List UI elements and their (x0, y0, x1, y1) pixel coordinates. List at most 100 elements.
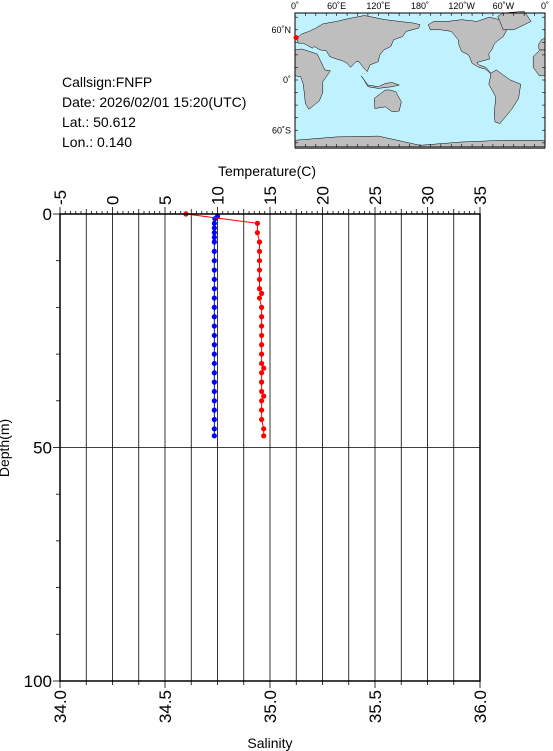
salinity-point (256, 258, 263, 264)
map-latitude-label: 0˚ (283, 75, 291, 85)
temperature-point (211, 433, 217, 439)
salinity-point (259, 370, 265, 376)
plot-frame (59, 213, 481, 682)
salinity-point (259, 342, 265, 348)
map-longitude-label: 120˚E (366, 1, 390, 11)
salinity-point (261, 393, 267, 399)
date-text: Date: 2026/02/01 15:20(UTC) (62, 94, 246, 110)
salinity-tick-label: 35.5 (366, 690, 385, 723)
plot-grid (60, 214, 480, 681)
landmass-greenland (497, 11, 532, 31)
temperature-point (211, 286, 217, 292)
temperature-point (211, 276, 217, 282)
salinity-axis-title: Salinity (247, 735, 292, 751)
temperature-point (211, 416, 217, 423)
temperature-point (211, 314, 217, 320)
landmass-north-america (427, 16, 508, 74)
station-info: Callsign:FNFP Date: 2026/02/01 15:20(UTC… (62, 74, 246, 150)
depth-tick-labels: 0 50 100 (24, 205, 52, 691)
temperature-point (211, 230, 217, 236)
temperature-tick-label: 30 (419, 186, 438, 205)
map-longitude-label: 60˚W (493, 1, 515, 11)
latitude-text: Lat.: 50.612 (62, 114, 136, 130)
world-map-inset: 0˚ 60˚E 120˚E 180˚ 120˚W 60˚W 0˚ 60˚N 0˚ 60˚S (271, 1, 549, 149)
salinity-point (259, 332, 265, 339)
salinity-tick-labels: 34.0 34.5 35.0 35.5 36.0 (51, 690, 490, 723)
series-layer (183, 211, 267, 439)
salinity-tick-label: 34.0 (51, 690, 70, 723)
depth-axis-title: Depth(m) (0, 419, 12, 477)
salinity-tick-label: 34.5 (156, 690, 175, 723)
salinity-point (259, 323, 265, 329)
salinity-point (259, 304, 265, 310)
temperature-tick-label: -5 (51, 190, 70, 205)
temperature-point (211, 248, 217, 254)
map-latitude-label: 60˚S (272, 125, 291, 135)
salinity-point (259, 416, 265, 423)
temperature-tick-label: 35 (471, 186, 490, 205)
depth-tick-label: 50 (33, 439, 52, 458)
temperature-point (211, 258, 217, 264)
temperature-tick-labels: -5 0 5 10 15 20 25 30 35 (51, 186, 490, 205)
temperature-point (211, 426, 217, 432)
salinity-point (259, 360, 265, 367)
salinity-point (256, 276, 263, 282)
salinity-point (259, 314, 265, 320)
salinity-point (256, 295, 263, 301)
depth-tick-label: 0 (43, 205, 52, 224)
map-longitude-label: 0˚ (291, 1, 299, 11)
temperature-point (211, 388, 217, 395)
temperature-tick-label: 25 (366, 186, 385, 205)
salinity-point (256, 286, 263, 292)
temperature-point (211, 351, 217, 357)
temperature-point (211, 360, 217, 367)
temperature-point (211, 225, 217, 231)
temperature-point (211, 342, 217, 348)
temperature-tick-label: 10 (209, 186, 228, 205)
map-longitude-label: 180˚ (411, 1, 429, 11)
landmass-eurasia (296, 15, 421, 73)
temperature-point (211, 323, 217, 329)
callsign-text: Callsign:FNFP (62, 74, 152, 90)
map-top-labels: 0˚ 60˚E 120˚E 180˚ 120˚W 60˚W 0˚ (291, 1, 549, 11)
temperature-point (211, 379, 217, 385)
temperature-point (211, 234, 217, 240)
map-ticks (294, 13, 546, 147)
temperature-tick-label: 5 (156, 196, 175, 205)
salinity-tick-label: 36.0 (471, 690, 490, 723)
temperature-point (211, 220, 217, 226)
salinity-point (261, 365, 267, 371)
temperature-tick-label: 15 (261, 186, 280, 205)
salinity-point (254, 220, 260, 226)
depth-tick-label: 100 (24, 672, 52, 691)
salinity-point (259, 407, 265, 413)
landmass-australia (373, 89, 402, 113)
temperature-point (212, 216, 218, 222)
map-longitude-label: 120˚W (448, 1, 475, 11)
salinity-point (259, 398, 265, 404)
station-marker (293, 35, 299, 41)
salinity-point (256, 248, 263, 254)
temperature-tick-label: 0 (104, 196, 123, 205)
temperature-point (211, 398, 217, 404)
longitude-text: Lon.: 0.140 (62, 134, 132, 150)
temperature-tick-label: 20 (314, 186, 333, 205)
temperature-point (211, 267, 217, 273)
temperature-point (211, 407, 217, 413)
salinity-point (261, 433, 267, 439)
landmass-south-america (488, 69, 521, 124)
salinity-tick-label: 35.0 (261, 690, 280, 723)
salinity-point (259, 388, 265, 395)
salinity-point (259, 290, 265, 296)
temperature-point (211, 239, 217, 245)
map-land (294, 11, 546, 149)
map-left-labels: 60˚N 0˚ 60˚S (271, 25, 291, 136)
temperature-point (211, 370, 217, 376)
profile-plot: Temperature(C) -5 0 5 10 15 20 25 30 35 34.0 34.5… (0, 163, 490, 751)
salinity-point (256, 267, 263, 273)
landmass-indonesia (360, 75, 401, 89)
landmass-africa (294, 48, 331, 110)
salinity-line (185, 213, 265, 436)
temperature-axis-title: Temperature(C) (218, 163, 316, 179)
salinity-point (259, 351, 265, 357)
